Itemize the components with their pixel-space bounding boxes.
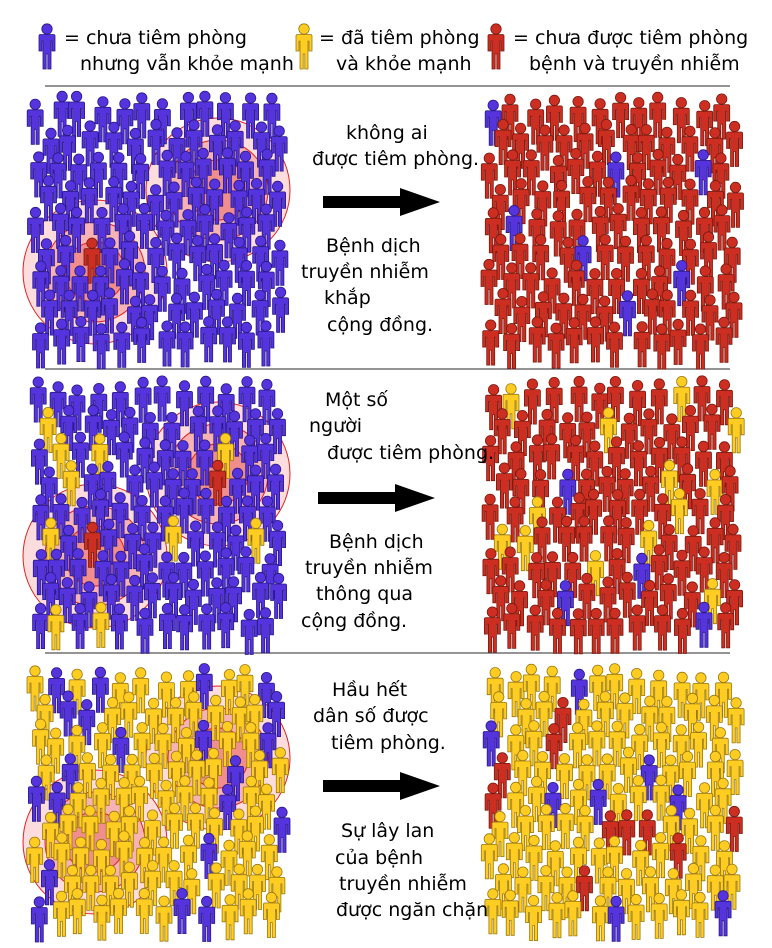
panel2-caption-bottom-line2: truyền nhiễm (305, 557, 433, 579)
vaccinated-person-icon (727, 407, 745, 454)
right-arrow-icon (323, 772, 440, 800)
infected-person-icon (633, 321, 651, 368)
panel3-caption-bottom-line4: được ngăn chặn (336, 899, 489, 921)
legend-sick-sublabel: bệnh và truyền nhiễm (529, 53, 740, 75)
vaccinated-person-icon (480, 833, 498, 880)
panel2-caption-bottom-line3: thông qua (316, 583, 414, 605)
unvaccinated-person-icon (240, 608, 258, 655)
vaccinated-person-icon (556, 802, 574, 849)
infected-person-icon (650, 378, 668, 425)
panel3-caption-top-line2: dân số được (313, 705, 429, 727)
infected-person-icon (715, 316, 733, 363)
infected-person-icon (669, 318, 687, 365)
panel2-caption-bottom-line4: cộng đồng. (301, 610, 408, 632)
legend-sick-person-icon (487, 23, 505, 70)
legend-unvaccinated-sublabel: nhưng vẫn khỏe mạnh (80, 53, 294, 75)
panel1-caption-bottom-line2: truyền nhiễm (301, 261, 429, 283)
unvaccinated-person-icon (30, 896, 48, 943)
vaccinated-person-icon (155, 895, 173, 942)
unvaccinated-person-icon (272, 286, 290, 333)
panel3-caption-bottom-line1: Sự lây lan (341, 820, 435, 842)
unvaccinated-person-icon (91, 666, 109, 713)
infected-person-icon (726, 120, 744, 167)
vaccinated-person-icon (548, 892, 566, 939)
panel2-caption-bottom-line1: Bệnh dịch (329, 531, 424, 553)
legend-vaccinated-sublabel: và khỏe mạnh (336, 53, 472, 75)
legend-unvaccinated-label: = chưa tiêm phòng (64, 27, 247, 49)
unvaccinated-person-icon (619, 290, 636, 337)
unvaccinated-person-icon (32, 602, 50, 650)
panel2-caption-top-line2: người (309, 415, 363, 437)
infected-person-icon (654, 604, 671, 651)
infected-person-icon (482, 319, 500, 366)
infected-person-icon (480, 258, 498, 305)
infected-person-icon (522, 149, 540, 196)
unvaccinated-person-icon (198, 603, 216, 650)
unvaccinated-person-icon (257, 320, 275, 367)
panel3-caption-top-line3: tiêm phòng. (331, 732, 446, 754)
panel1-caption-top-line2: được tiêm phòng. (312, 148, 480, 170)
vaccinated-person-icon (727, 697, 745, 744)
panel1-caption-bottom-line4: cộng đồng. (327, 314, 434, 336)
legend-vaccinated-label: = đã tiêm phòng (319, 27, 480, 49)
unvaccinated-person-icon (26, 98, 44, 145)
panel1-caption-bottom-line1: Bệnh dịch (326, 235, 421, 257)
panel3-caption-bottom-line2: của bệnh (335, 847, 424, 869)
unvaccinated-person-icon (694, 149, 712, 196)
legend-sick-label: = chưa được tiêm phòng (513, 27, 749, 49)
vaccinated-person-icon (556, 753, 573, 800)
panel2-caption-top-line1: Một số (325, 389, 389, 411)
vaccinated-person-icon (726, 748, 744, 796)
right-arrow-icon (318, 484, 435, 512)
infected-person-icon (480, 152, 498, 199)
vaccinated-person-icon (525, 894, 543, 942)
legend-vaccinated-person-icon (295, 23, 313, 70)
panel1-caption-bottom-line3: khắp (324, 287, 371, 309)
infected-person-icon (526, 604, 544, 651)
right-arrow-icon (323, 188, 440, 216)
infected-person-icon (481, 493, 499, 540)
legend-unvaccinated-person-icon (38, 23, 56, 70)
panel3-caption-bottom-line3: truyền nhiễm (339, 873, 467, 895)
panel3-caption-top-line1: Hầu hết (332, 679, 408, 701)
vaccinated-person-icon (26, 665, 44, 712)
infected-person-icon (693, 375, 711, 422)
panel2-caption-top-line3: được tiêm phòng. (327, 442, 495, 464)
unvaccinated-person-icon (71, 431, 89, 478)
panel1-caption-top-line1: không ai (346, 122, 428, 144)
vaccinated-person-icon (262, 891, 280, 938)
